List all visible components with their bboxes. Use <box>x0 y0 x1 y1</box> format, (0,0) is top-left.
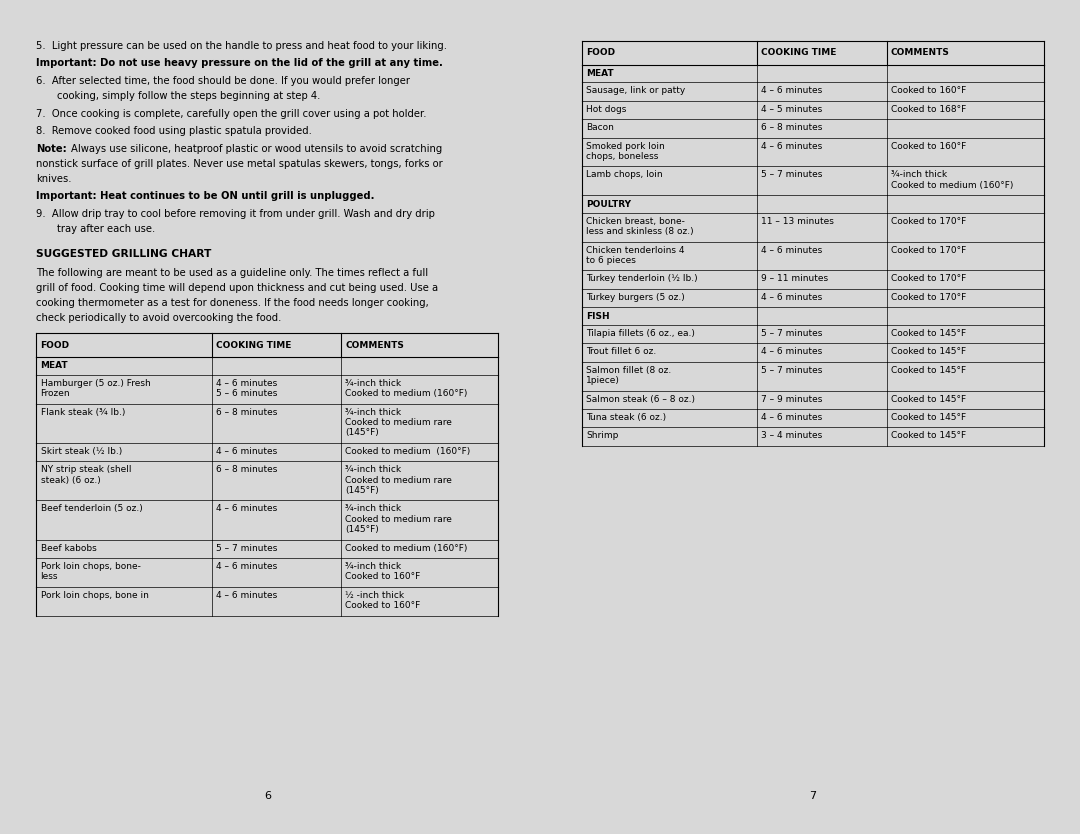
Text: check periodically to avoid overcooking the food.: check periodically to avoid overcooking … <box>37 313 282 323</box>
Text: MEAT: MEAT <box>586 69 613 78</box>
Text: 4 – 6 minutes: 4 – 6 minutes <box>761 413 823 422</box>
Text: 4 – 6 minutes: 4 – 6 minutes <box>761 87 823 95</box>
Text: 4 – 6 minutes: 4 – 6 minutes <box>761 246 823 254</box>
Text: Flank steak (¾ lb.): Flank steak (¾ lb.) <box>41 408 125 416</box>
Text: Note:: Note: <box>37 143 67 153</box>
Text: 6 – 8 minutes: 6 – 8 minutes <box>761 123 823 132</box>
Text: Cooked to medium (160°F): Cooked to medium (160°F) <box>346 544 468 553</box>
Text: Chicken breast, bone-
less and skinless (8 oz.): Chicken breast, bone- less and skinless … <box>586 217 693 236</box>
Text: Smoked pork loin
chops, boneless: Smoked pork loin chops, boneless <box>586 142 664 161</box>
Text: Pork loin chops, bone in: Pork loin chops, bone in <box>41 591 148 600</box>
Text: 9 – 11 minutes: 9 – 11 minutes <box>761 274 828 284</box>
Text: 4 – 5 minutes: 4 – 5 minutes <box>761 105 823 113</box>
Text: Cooked to 168°F: Cooked to 168°F <box>891 105 966 113</box>
Text: nonstick surface of grill plates. Never use metal spatulas skewers, tongs, forks: nonstick surface of grill plates. Never … <box>37 158 443 168</box>
Text: ¾-inch thick
Cooked to medium (160°F): ¾-inch thick Cooked to medium (160°F) <box>891 170 1013 190</box>
Text: 5 – 7 minutes: 5 – 7 minutes <box>216 544 278 553</box>
Text: knives.: knives. <box>37 173 72 183</box>
Text: Beef tenderloin (5 oz.): Beef tenderloin (5 oz.) <box>41 505 143 514</box>
Text: 6 – 8 minutes: 6 – 8 minutes <box>216 465 278 475</box>
Text: POULTRY: POULTRY <box>586 199 631 208</box>
Text: 5 – 7 minutes: 5 – 7 minutes <box>761 329 823 338</box>
Text: ¾-inch thick
Cooked to medium (160°F): ¾-inch thick Cooked to medium (160°F) <box>346 379 468 398</box>
Text: ¾-inch thick
Cooked to medium rare
(145°F): ¾-inch thick Cooked to medium rare (145°… <box>346 465 453 495</box>
Text: Cooked to 170°F: Cooked to 170°F <box>891 217 966 226</box>
Text: ½ -inch thick
Cooked to 160°F: ½ -inch thick Cooked to 160°F <box>346 591 420 610</box>
Text: Important: Do not use heavy pressure on the lid of the grill at any time.: Important: Do not use heavy pressure on … <box>37 58 443 68</box>
Text: FOOD: FOOD <box>41 340 70 349</box>
Text: 4 – 6 minutes
5 – 6 minutes: 4 – 6 minutes 5 – 6 minutes <box>216 379 278 398</box>
Text: Turkey tenderloin (½ lb.): Turkey tenderloin (½ lb.) <box>586 274 698 284</box>
Text: NY strip steak (shell
steak) (6 oz.): NY strip steak (shell steak) (6 oz.) <box>41 465 131 485</box>
Text: 6: 6 <box>264 791 271 801</box>
Text: Chicken tenderloins 4
to 6 pieces: Chicken tenderloins 4 to 6 pieces <box>586 246 685 265</box>
Text: Cooked to 145°F: Cooked to 145°F <box>891 413 966 422</box>
Text: 4 – 6 minutes: 4 – 6 minutes <box>761 142 823 151</box>
Text: 3 – 4 minutes: 3 – 4 minutes <box>761 431 823 440</box>
Text: Hamburger (5 oz.) Fresh
Frozen: Hamburger (5 oz.) Fresh Frozen <box>41 379 150 398</box>
Text: COOKING TIME: COOKING TIME <box>761 48 837 58</box>
Text: Cooked to 145°F: Cooked to 145°F <box>891 329 966 338</box>
Text: FISH: FISH <box>586 312 609 320</box>
Text: Cooked to medium  (160°F): Cooked to medium (160°F) <box>346 447 471 456</box>
Text: 5.  Light pressure can be used on the handle to press and heat food to your liki: 5. Light pressure can be used on the han… <box>37 41 447 51</box>
Text: Cooked to 170°F: Cooked to 170°F <box>891 246 966 254</box>
Text: 4 – 6 minutes: 4 – 6 minutes <box>216 562 278 571</box>
Text: The following are meant to be used as a guideline only. The times reflect a full: The following are meant to be used as a … <box>37 268 429 278</box>
Text: tray after each use.: tray after each use. <box>57 224 156 234</box>
Text: Salmon fillet (8 oz.
1piece): Salmon fillet (8 oz. 1piece) <box>586 366 671 385</box>
Text: 6 – 8 minutes: 6 – 8 minutes <box>216 408 278 416</box>
Text: SUGGESTED GRILLING CHART: SUGGESTED GRILLING CHART <box>37 249 212 259</box>
Text: Cooked to 170°F: Cooked to 170°F <box>891 274 966 284</box>
Text: Cooked to 145°F: Cooked to 145°F <box>891 347 966 356</box>
Text: Cooked to 145°F: Cooked to 145°F <box>891 394 966 404</box>
Text: 7.  Once cooking is complete, carefully open the grill cover using a pot holder.: 7. Once cooking is complete, carefully o… <box>37 108 427 118</box>
Text: 5 – 7 minutes: 5 – 7 minutes <box>761 170 823 179</box>
Text: Cooked to 145°F: Cooked to 145°F <box>891 431 966 440</box>
Text: Salmon steak (6 – 8 oz.): Salmon steak (6 – 8 oz.) <box>586 394 694 404</box>
Text: 4 – 6 minutes: 4 – 6 minutes <box>761 293 823 302</box>
Text: 8.  Remove cooked food using plastic spatula provided.: 8. Remove cooked food using plastic spat… <box>37 126 312 136</box>
Text: grill of food. Cooking time will depend upon thickness and cut being used. Use a: grill of food. Cooking time will depend … <box>37 283 438 293</box>
Text: Lamb chops, loin: Lamb chops, loin <box>586 170 662 179</box>
Text: Skirt steak (½ lb.): Skirt steak (½ lb.) <box>41 447 122 456</box>
Text: Turkey burgers (5 oz.): Turkey burgers (5 oz.) <box>586 293 685 302</box>
Text: Bacon: Bacon <box>586 123 613 132</box>
Text: 4 – 6 minutes: 4 – 6 minutes <box>216 447 278 456</box>
Text: Tuna steak (6 oz.): Tuna steak (6 oz.) <box>586 413 666 422</box>
Text: Important: Heat continues to be ON until grill is unplugged.: Important: Heat continues to be ON until… <box>37 191 375 201</box>
Text: 4 – 6 minutes: 4 – 6 minutes <box>761 347 823 356</box>
Text: ¾-inch thick
Cooked to 160°F: ¾-inch thick Cooked to 160°F <box>346 562 420 581</box>
Text: Hot dogs: Hot dogs <box>586 105 626 113</box>
Text: ¾-inch thick
Cooked to medium rare
(145°F): ¾-inch thick Cooked to medium rare (145°… <box>346 505 453 535</box>
Text: Tilapia fillets (6 oz., ea.): Tilapia fillets (6 oz., ea.) <box>586 329 694 338</box>
Text: 11 – 13 minutes: 11 – 13 minutes <box>761 217 834 226</box>
Text: COMMENTS: COMMENTS <box>346 340 404 349</box>
Text: Cooked to 160°F: Cooked to 160°F <box>891 87 966 95</box>
Text: 5 – 7 minutes: 5 – 7 minutes <box>761 366 823 374</box>
Text: COMMENTS: COMMENTS <box>891 48 949 58</box>
Text: 7: 7 <box>809 791 816 801</box>
Text: ¾-inch thick
Cooked to medium rare
(145°F): ¾-inch thick Cooked to medium rare (145°… <box>346 408 453 437</box>
Text: MEAT: MEAT <box>41 361 68 370</box>
Text: FOOD: FOOD <box>586 48 616 58</box>
Text: Cooked to 145°F: Cooked to 145°F <box>891 366 966 374</box>
Text: Sausage, link or patty: Sausage, link or patty <box>586 87 685 95</box>
Text: 7 – 9 minutes: 7 – 9 minutes <box>761 394 823 404</box>
Text: Always use silicone, heatproof plastic or wood utensils to avoid scratching: Always use silicone, heatproof plastic o… <box>71 143 443 153</box>
Text: Pork loin chops, bone-
less: Pork loin chops, bone- less <box>41 562 140 581</box>
Text: Trout fillet 6 oz.: Trout fillet 6 oz. <box>586 347 657 356</box>
Text: COOKING TIME: COOKING TIME <box>216 340 292 349</box>
Text: 9.  Allow drip tray to cool before removing it from under grill. Wash and dry dr: 9. Allow drip tray to cool before removi… <box>37 208 435 219</box>
Text: Cooked to 170°F: Cooked to 170°F <box>891 293 966 302</box>
Text: 4 – 6 minutes: 4 – 6 minutes <box>216 505 278 514</box>
Text: 6.  After selected time, the food should be done. If you would prefer longer: 6. After selected time, the food should … <box>37 76 410 86</box>
Text: cooking thermometer as a test for doneness. If the food needs longer cooking,: cooking thermometer as a test for donene… <box>37 298 429 308</box>
Text: Cooked to 160°F: Cooked to 160°F <box>891 142 966 151</box>
Text: Shrimp: Shrimp <box>586 431 619 440</box>
Text: cooking, simply follow the steps beginning at step 4.: cooking, simply follow the steps beginni… <box>57 91 321 101</box>
Text: Beef kabobs: Beef kabobs <box>41 544 96 553</box>
Text: 4 – 6 minutes: 4 – 6 minutes <box>216 591 278 600</box>
